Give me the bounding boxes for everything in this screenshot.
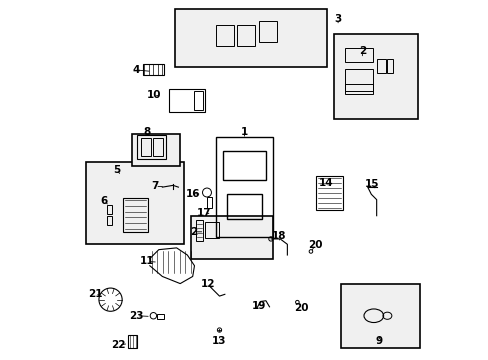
Bar <box>175 9 326 67</box>
Bar <box>196 220 203 242</box>
Bar <box>205 222 219 238</box>
Bar <box>141 138 150 156</box>
Bar <box>137 135 165 158</box>
Bar <box>223 152 265 180</box>
Bar <box>344 69 372 91</box>
Bar <box>194 91 203 111</box>
Text: 5: 5 <box>113 165 121 175</box>
Text: 9: 9 <box>375 337 382 346</box>
Bar <box>190 216 272 258</box>
Text: 1: 1 <box>241 127 247 137</box>
Bar <box>376 59 385 73</box>
Bar <box>142 64 164 75</box>
Text: 3: 3 <box>334 14 341 23</box>
Text: 16: 16 <box>185 189 200 199</box>
Text: 4: 4 <box>132 65 140 75</box>
Text: 20: 20 <box>293 303 307 313</box>
Text: 19: 19 <box>251 301 265 311</box>
Text: 21: 21 <box>88 289 102 298</box>
Text: 7: 7 <box>151 181 159 192</box>
Bar <box>344 48 372 62</box>
Text: 8: 8 <box>143 127 151 137</box>
Bar <box>128 336 137 348</box>
Bar <box>132 134 180 166</box>
Bar <box>258 21 276 42</box>
Bar <box>107 216 112 225</box>
Bar <box>386 59 392 73</box>
Bar <box>216 137 272 237</box>
Bar <box>340 284 419 348</box>
Bar <box>157 314 164 319</box>
Bar <box>107 205 112 214</box>
Text: 11: 11 <box>140 256 154 266</box>
Text: 2: 2 <box>190 227 197 237</box>
Text: 18: 18 <box>272 231 286 242</box>
Bar <box>206 197 212 208</box>
Bar <box>237 24 255 46</box>
Text: 12: 12 <box>201 279 215 289</box>
Text: 22: 22 <box>111 340 126 350</box>
Text: 6: 6 <box>101 197 108 206</box>
Text: 2: 2 <box>358 46 365 57</box>
Text: 14: 14 <box>318 178 333 188</box>
Bar <box>123 198 148 232</box>
Text: 10: 10 <box>146 90 161 100</box>
Bar <box>344 84 372 94</box>
Text: 17: 17 <box>197 208 211 218</box>
Bar <box>315 176 342 210</box>
Text: 15: 15 <box>365 179 379 189</box>
Bar <box>169 89 205 112</box>
Text: 23: 23 <box>129 311 143 321</box>
Bar <box>153 138 163 156</box>
Bar <box>226 194 262 219</box>
Bar <box>216 24 233 46</box>
Text: 13: 13 <box>211 336 225 346</box>
Bar <box>333 33 417 119</box>
Text: 20: 20 <box>307 240 322 250</box>
Bar <box>85 162 183 244</box>
